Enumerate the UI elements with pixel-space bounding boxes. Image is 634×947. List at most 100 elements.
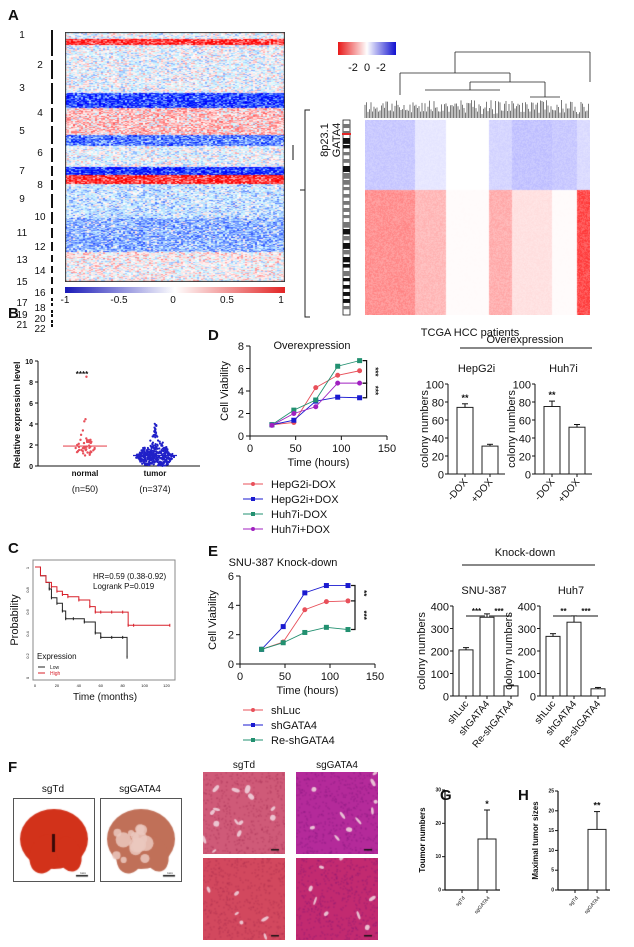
data-point-tumor [143,458,146,461]
bar-+DOX [481,445,499,475]
category-label: sgGATA4 [583,895,601,915]
data-point-tumor [146,448,149,452]
data-point [302,629,308,635]
ideogram-band [343,257,350,263]
legend-title: Expression [37,652,77,661]
ideogram-band [343,236,350,241]
y-tick-label: 0.2 [25,652,30,658]
significance-mark: *** [472,607,482,616]
ideogram-band [343,229,350,235]
data-point-tumor [152,452,155,455]
significance-mark: *** [581,607,591,616]
data-point-tumor [169,458,172,461]
data-point-tumor [154,428,157,431]
y-tick-label: 0 [551,888,554,894]
significance-mark: *** [371,386,380,396]
x-tick-label: 100 [321,671,339,683]
data-point-tumor [149,461,152,464]
y-tick-label: 40 [519,434,531,446]
data-point-tumor [153,431,156,434]
chromosome-label: 6 [37,148,43,159]
y-tick-label: 60 [519,416,531,428]
panel-label-F: F [8,759,17,776]
y-tick-label: 100 [426,380,444,392]
chromosome-bar [51,310,53,313]
data-point-tumor [151,441,155,444]
data-point-normal [83,420,86,423]
data-point-normal [81,429,85,432]
y-tick-label: 0 [438,888,441,894]
legend-marker [251,497,255,501]
panel-label-B: B [8,305,19,322]
cluster-heatmap [365,120,590,315]
significance-bracket [362,360,368,384]
y-tick-label: 4 [29,422,33,429]
chart-title: Huh7 [558,585,584,597]
chromosome-label: 10 [34,212,46,223]
chromosome-label: 14 [34,266,46,277]
data-point-tumor [158,451,161,454]
data-point-tumor [146,451,149,454]
chromosome-bar [51,60,53,79]
significance-mark: *** [359,611,368,621]
data-point [323,599,329,605]
data-point-tumor [160,457,163,460]
data-point [313,397,319,403]
bar-+DOX [568,426,586,475]
legend-label: High [50,671,61,677]
chromosome-label: 9 [19,194,25,205]
y-tick-label: 6 [228,571,234,583]
chromosome-label: 7 [19,166,25,177]
liver-photo-sgGATA4 [100,798,182,882]
category-label: normal [72,469,99,478]
legend-label: Huh7i-DOX [271,509,328,521]
data-point-tumor [168,457,171,460]
colorbar-tick: 1 [278,295,284,306]
chromosome-bar [51,228,53,238]
data-point [291,417,297,423]
ideogram-band [343,208,350,212]
legend-label: HepG2i+DOX [271,494,339,506]
significance-mark: ** [461,393,469,403]
data-point-tumor [165,460,169,463]
x-tick-label: 0 [237,671,243,683]
km-annotation: Logrank P=0.019 [93,582,155,591]
colorbar-tick: -0.5 [110,295,128,306]
x-tick-label: 100 [141,683,148,688]
data-point [357,358,363,364]
data-point [280,640,286,646]
chromosome-bar [51,303,53,306]
legend-label: shGATA4 [271,720,317,732]
data-point [313,385,319,391]
chromosome-label: 11 [17,228,28,239]
y-tick-label: 20 [435,821,441,827]
chromosome-label: 3 [19,83,25,94]
data-point-tumor [149,448,153,452]
significance-mark: **** [76,370,89,379]
legend-marker [251,723,255,727]
category-label: -DOX [533,477,558,503]
data-point [335,372,341,378]
data-point-normal [74,446,77,450]
chromosome-bar [51,166,53,176]
data-point-tumor [160,461,163,464]
chromosome-bar [51,255,53,262]
data-point-tumor [166,461,169,465]
y-tick-label: 200 [431,647,449,659]
bar-sgGATA4 [477,838,497,891]
data-point [259,646,265,652]
chromosome-label: 17 [16,298,28,309]
data-point-tumor [154,447,157,450]
ideogram-band [343,271,350,277]
series-line-Huh7i-DOX [271,360,360,426]
n-label: (n=374) [139,484,170,494]
legend-marker [251,482,255,486]
x-tick-label: 150 [378,443,396,455]
y-tick-label: 400 [518,602,536,614]
legend-label: Huh7i+DOX [271,524,331,536]
x-tick-label: 120 [163,683,170,688]
y-tick-label: 0 [228,659,234,671]
colorbar-tick: -2 [348,62,358,74]
histology-sgGATA4-high [296,858,378,940]
bar-Re-shGATA4 [590,688,606,697]
